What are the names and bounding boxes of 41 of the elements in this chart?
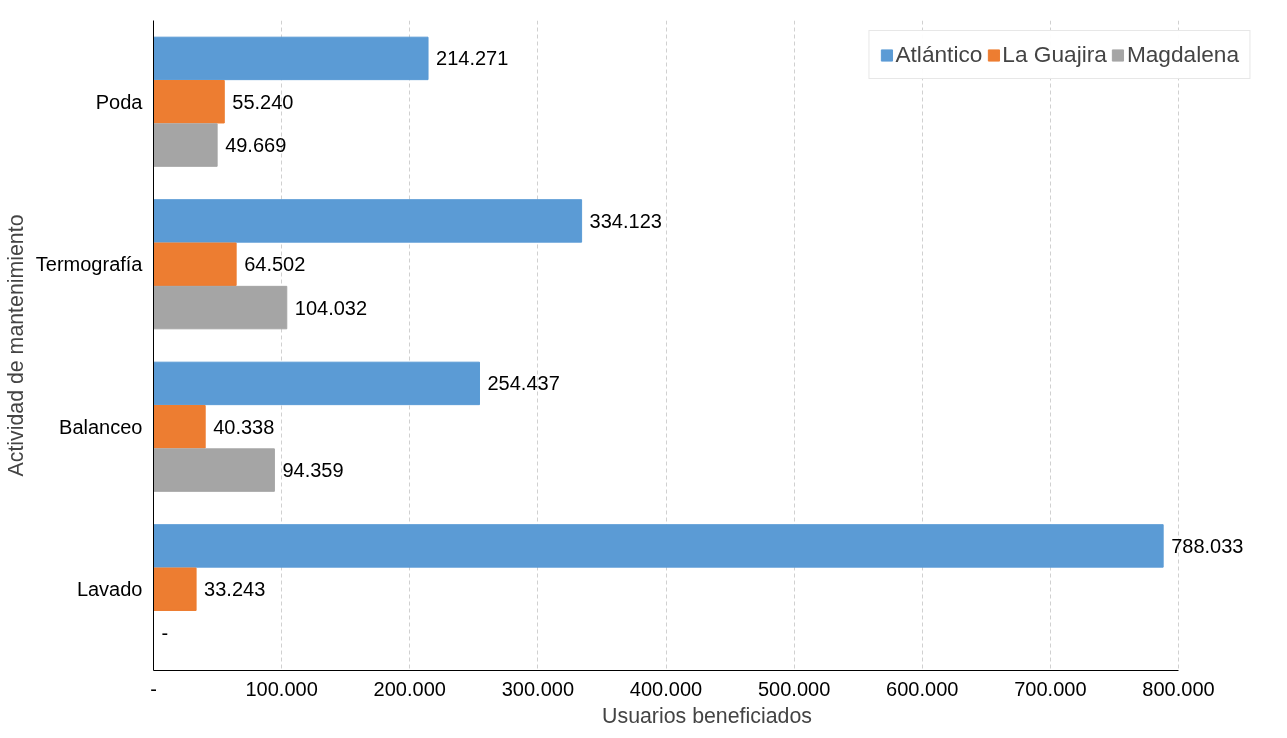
x-tick-label: 500.000 bbox=[757, 677, 831, 700]
data-label: 64.502 bbox=[244, 253, 306, 276]
data-label: 254.437 bbox=[487, 372, 560, 395]
bar bbox=[153, 361, 480, 406]
x-tick-label: 800.000 bbox=[1142, 677, 1215, 700]
legend-label: Atlántico bbox=[895, 41, 983, 68]
bar bbox=[153, 567, 197, 611]
x-tick-label: 200.000 bbox=[373, 677, 446, 700]
y-axis-title: Actividad de mantenimiento bbox=[3, 214, 28, 477]
x-tick-label: - bbox=[150, 677, 157, 700]
bar bbox=[153, 524, 1164, 568]
data-label: 55.240 bbox=[232, 90, 294, 113]
bar bbox=[153, 285, 288, 330]
data-label: 104.032 bbox=[294, 296, 368, 319]
data-label: - bbox=[161, 621, 169, 644]
x-tick-label: 700.000 bbox=[1014, 677, 1087, 700]
bar bbox=[153, 123, 218, 167]
data-label: 40.338 bbox=[213, 415, 275, 438]
data-label: 334.123 bbox=[589, 209, 662, 232]
bar bbox=[153, 199, 583, 243]
y-tick-label: Termografía bbox=[35, 253, 144, 276]
legend-label: La Guajira bbox=[1002, 41, 1107, 68]
y-tick-label: Lavado bbox=[76, 578, 143, 601]
data-label: 49.669 bbox=[225, 134, 287, 157]
data-label: 33.243 bbox=[204, 578, 266, 601]
bar bbox=[153, 36, 429, 81]
bar bbox=[153, 80, 225, 124]
data-label: 94.359 bbox=[282, 459, 344, 482]
bar bbox=[153, 448, 275, 492]
bar bbox=[153, 242, 237, 286]
bar bbox=[153, 405, 206, 449]
legend-label: Magdalena bbox=[1126, 41, 1239, 68]
x-tick-label: 300.000 bbox=[501, 677, 575, 700]
data-label: 788.033 bbox=[1171, 534, 1244, 557]
y-tick-label: Poda bbox=[95, 90, 144, 113]
x-tick-label: 400.000 bbox=[629, 677, 703, 700]
data-label: 214.271 bbox=[436, 47, 509, 70]
x-axis-title: Usuarios beneficiados bbox=[602, 703, 812, 728]
y-tick-label: Balanceo bbox=[59, 415, 143, 438]
x-tick-label: 100.000 bbox=[245, 677, 318, 700]
x-tick-label: 600.000 bbox=[886, 677, 959, 700]
